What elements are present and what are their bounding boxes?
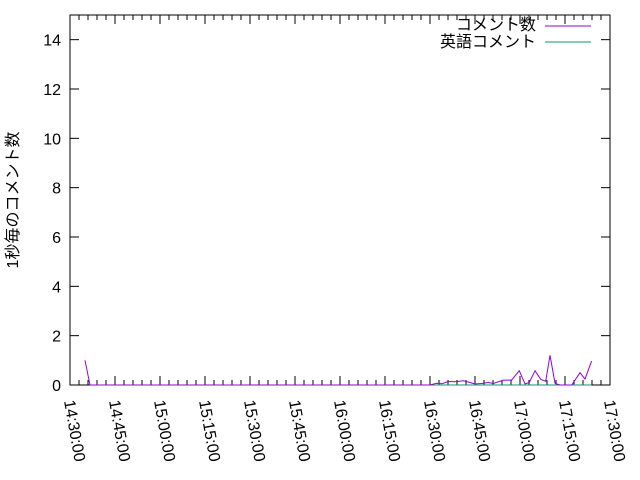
y-tick-label: 10 (43, 131, 61, 148)
series-group (84, 355, 593, 386)
x-tick-label: 15:30:00 (240, 399, 268, 463)
x-tick-label: 14:30:00 (60, 399, 88, 463)
series-line-0 (84, 355, 593, 386)
x-tick-label: 15:00:00 (150, 399, 178, 463)
x-tick-label: 16:15:00 (375, 399, 403, 463)
y-tick-label: 2 (52, 329, 61, 346)
legend-label-1: 英語コメント (440, 33, 536, 51)
x-tick-label: 16:00:00 (330, 399, 358, 463)
y-tick-label: 12 (43, 82, 61, 99)
x-tick-label: 17:15:00 (555, 399, 583, 463)
axes: 14:30:00 14:45:00 15:00:00 15:15:00 15:30:00… (43, 14, 628, 463)
plot-border (69, 14, 611, 386)
x-tick-label: 17:00:00 (510, 399, 538, 463)
x-tick-label: 15:45:00 (285, 399, 313, 463)
y-tick-label: 8 (52, 181, 61, 198)
x-tick-label: 16:45:00 (465, 399, 493, 463)
x-tick-label: 14:45:00 (105, 399, 133, 463)
y-tick-label: 0 (52, 378, 61, 395)
y-tick-label: 4 (52, 279, 61, 296)
y-axis-label: 1秒毎のコメント数 (4, 132, 22, 269)
y-tick-label: 6 (52, 230, 61, 247)
legend-label-0: コメント数 (456, 16, 536, 34)
x-tick-label: 16:30:00 (420, 399, 448, 463)
x-tick-label: 15:15:00 (195, 399, 223, 463)
y-tick-label: 14 (43, 33, 61, 50)
x-tick-label: 17:30:00 (600, 399, 628, 463)
legend: コメント数 英語コメント (440, 16, 591, 51)
